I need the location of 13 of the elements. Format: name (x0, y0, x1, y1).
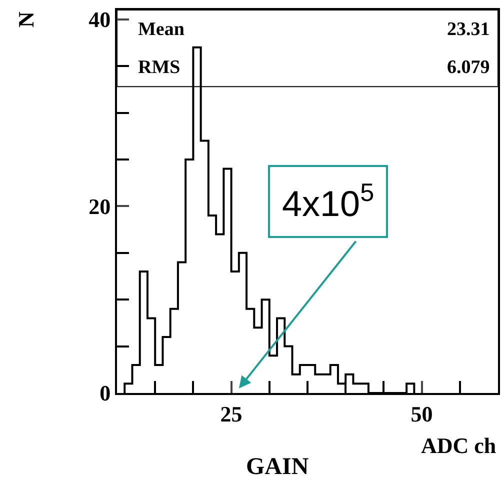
annotation: RMS (138, 57, 180, 78)
y-tick-label: 40 (88, 7, 111, 32)
y-tick-label: 0 (100, 380, 111, 406)
annotation: Mean (138, 19, 185, 40)
x-tick-label: 50 (410, 401, 433, 426)
annotation: 23.31 (447, 19, 490, 40)
y-tick-label: 20 (88, 194, 111, 219)
x-tick-label: 25 (220, 401, 242, 426)
x-axis-title: ADC ch (421, 433, 496, 458)
annotation: 4x10$^{5}$ (282, 179, 374, 224)
y-axis-title: N (14, 12, 39, 28)
text: GAIN (246, 454, 310, 480)
annotation: 6.079 (447, 57, 490, 78)
